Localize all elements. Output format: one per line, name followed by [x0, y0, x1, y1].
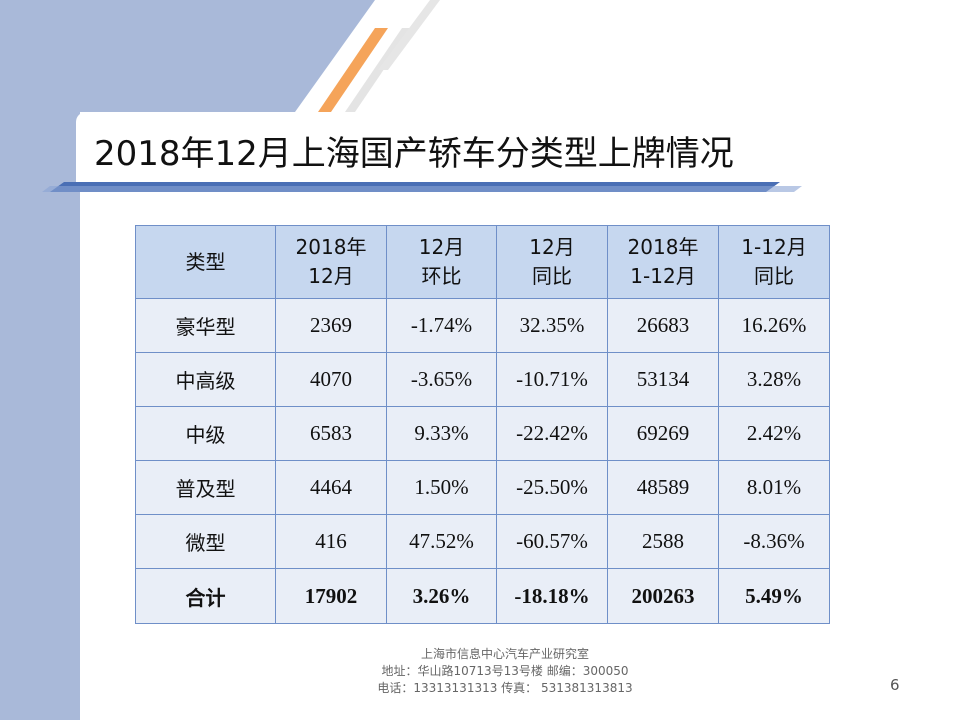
table-cell: 中级	[135, 406, 276, 461]
table-cell: 4464	[275, 460, 387, 515]
page-number: 6	[890, 676, 900, 694]
title-underline	[42, 182, 802, 192]
table-cell: 中高级	[135, 352, 276, 407]
footer-address: 地址：华山路10713号13号楼 邮编：300050	[381, 664, 629, 678]
table-row: 中级 6583 9.33% -22.42% 69269 2.42%	[135, 406, 830, 461]
table-cell: 普及型	[135, 460, 276, 515]
header-cell: 类型	[135, 225, 276, 299]
table-cell: 2.42%	[718, 406, 830, 461]
top-decor-band	[0, 0, 960, 112]
left-decor-band	[0, 0, 80, 720]
header-row: 类型 2018年 12月 12月 环比 12月 同比 2018年 1-12月 1-12月…	[135, 225, 830, 299]
table-cell: 5.49%	[718, 568, 830, 624]
header-cell: 12月 同比	[496, 225, 608, 299]
slide-title: 2018年12月上海国产轿车分类型上牌情况	[94, 134, 734, 174]
table-cell: 2369	[275, 298, 387, 353]
table-row: 豪华型 2369 -1.74% 32.35% 26683 16.26%	[135, 298, 830, 353]
table-row: 中高级 4070 -3.65% -10.71% 53134 3.28%	[135, 352, 830, 407]
table-cell: 32.35%	[496, 298, 608, 353]
table-cell: -60.57%	[496, 514, 608, 569]
table-cell: 3.28%	[718, 352, 830, 407]
header-cell: 1-12月 同比	[718, 225, 830, 299]
table-cell: 69269	[607, 406, 719, 461]
header-cell: 2018年 12月	[275, 225, 387, 299]
table-cell: -10.71%	[496, 352, 608, 407]
table-cell: -3.65%	[386, 352, 497, 407]
table-cell: 微型	[135, 514, 276, 569]
table-row: 微型 416 47.52% -60.57% 2588 -8.36%	[135, 514, 830, 569]
table-cell: -8.36%	[718, 514, 830, 569]
table-cell: 47.52%	[386, 514, 497, 569]
header-cell: 2018年 1-12月	[607, 225, 719, 299]
table-cell: 48589	[607, 460, 719, 515]
footer-org: 上海市信息中心汽车产业研究室	[420, 647, 589, 661]
total-row: 合计 17902 3.26% -18.18% 200263 5.49%	[135, 568, 830, 624]
table-cell: 2588	[607, 514, 719, 569]
footer-phone: 电话：13313131313 传真： 531381313813	[377, 681, 633, 695]
table-row: 普及型 4464 1.50% -25.50% 48589 8.01%	[135, 460, 830, 515]
title-panel	[76, 112, 960, 184]
table-cell: -18.18%	[496, 568, 608, 624]
table-cell: 合计	[135, 568, 276, 624]
header-cell: 12月 环比	[386, 225, 497, 299]
footer-contact: 上海市信息中心汽车产业研究室 地址：华山路10713号13号楼 邮编：30005…	[0, 646, 960, 697]
table-cell: 17902	[275, 568, 387, 624]
table-cell: 416	[275, 514, 387, 569]
data-table-container: 类型 2018年 12月 12月 环比 12月 同比 2018年 1-12月 1-12月…	[135, 225, 830, 624]
table-cell: 6583	[275, 406, 387, 461]
table-cell: 豪华型	[135, 298, 276, 353]
table-cell: 200263	[607, 568, 719, 624]
table-cell: 26683	[607, 298, 719, 353]
registration-table: 类型 2018年 12月 12月 环比 12月 同比 2018年 1-12月 1-12月…	[135, 225, 830, 624]
table-cell: 16.26%	[718, 298, 830, 353]
table-cell: -25.50%	[496, 460, 608, 515]
table-cell: 9.33%	[386, 406, 497, 461]
table-cell: 1.50%	[386, 460, 497, 515]
table-cell: -22.42%	[496, 406, 608, 461]
table-cell: 3.26%	[386, 568, 497, 624]
table-cell: 53134	[607, 352, 719, 407]
table-cell: 8.01%	[718, 460, 830, 515]
table-cell: -1.74%	[386, 298, 497, 353]
table-cell: 4070	[275, 352, 387, 407]
